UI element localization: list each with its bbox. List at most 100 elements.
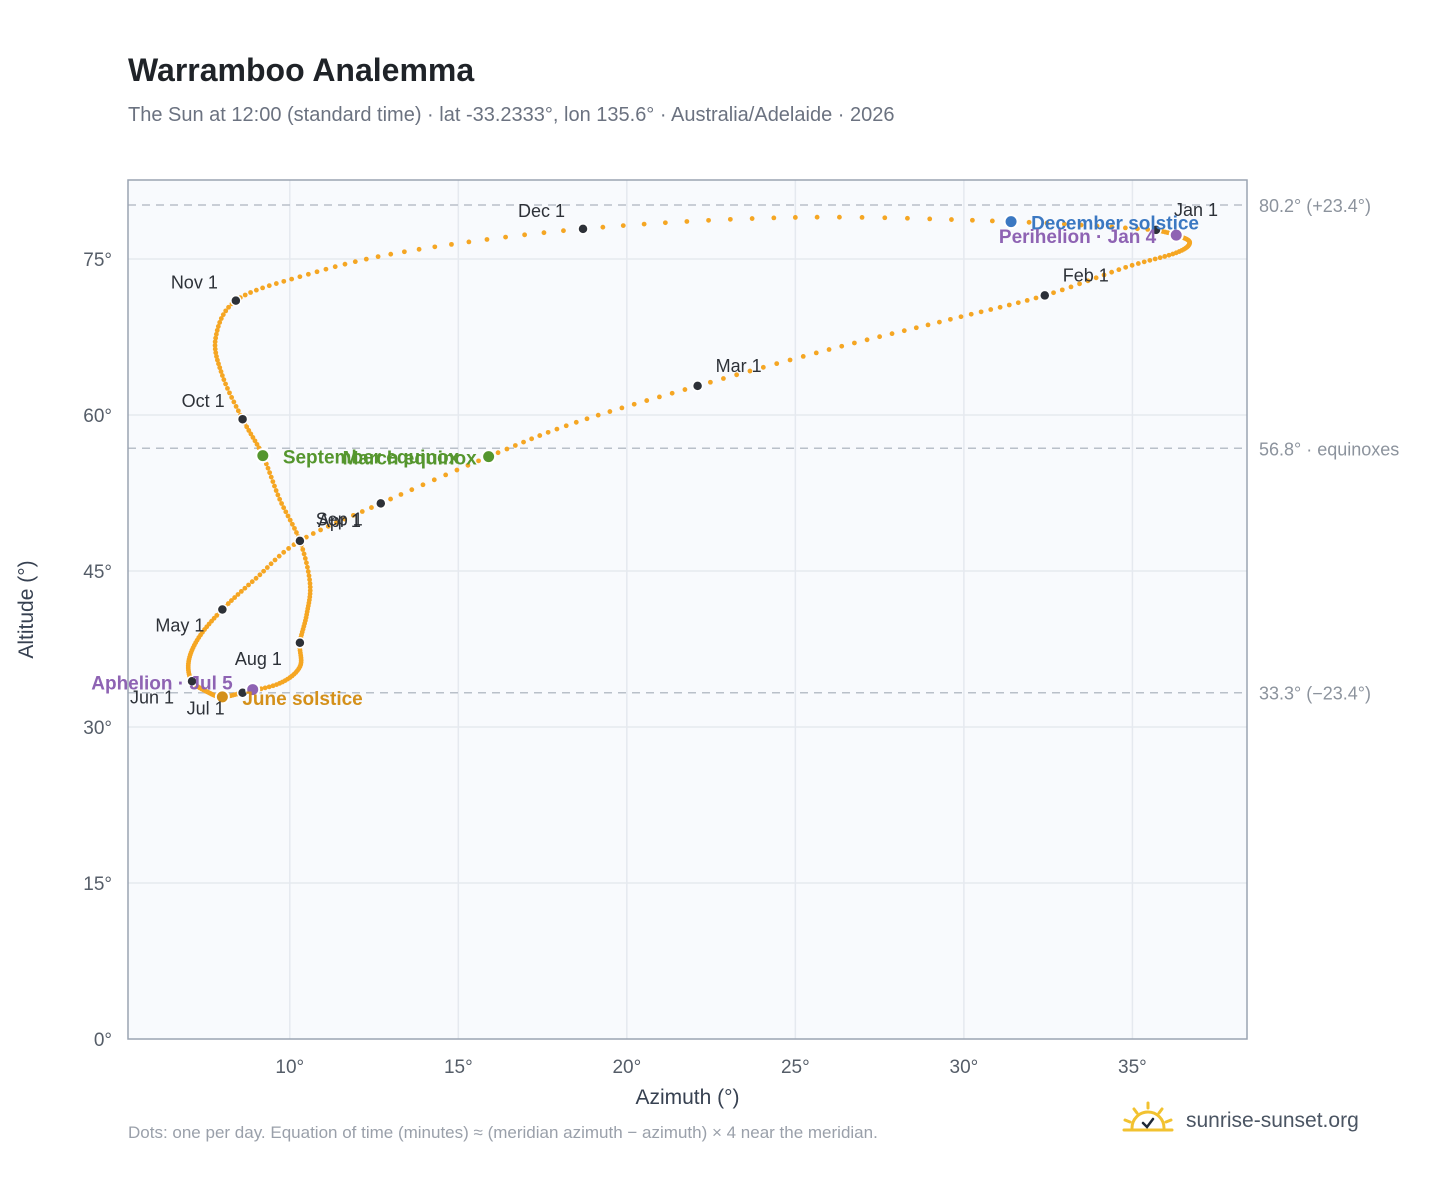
day-dot: [662, 220, 668, 226]
x-tick-label: 25°: [781, 1057, 810, 1078]
month-label: Dec 1: [518, 201, 565, 221]
day-dot: [1147, 257, 1153, 263]
day-dot: [988, 307, 994, 312]
day-dot: [997, 304, 1003, 310]
day-dot: [218, 369, 224, 374]
day-dot: [1152, 256, 1158, 262]
day-dot: [223, 381, 228, 387]
day-dot: [218, 316, 224, 321]
day-dot: [431, 477, 437, 483]
day-dot: [978, 309, 984, 315]
day-dot: [388, 496, 393, 502]
day-dot: [359, 509, 365, 514]
day-dot: [947, 316, 953, 322]
day-dot: [684, 219, 690, 224]
month-marker: [186, 675, 198, 688]
month-marker: [294, 535, 306, 547]
day-dot: [226, 304, 231, 310]
day-dot: [310, 531, 316, 536]
day-dot: [225, 601, 231, 606]
day-dot: [800, 353, 806, 359]
day-dot: [307, 581, 313, 586]
plot-frame: [127, 179, 1248, 1040]
plot-area: [128, 180, 1247, 1039]
day-dot: [619, 405, 625, 411]
day-dot: [260, 285, 266, 291]
day-dot: [270, 479, 276, 484]
day-dot: [749, 216, 755, 221]
day-dot: [584, 416, 590, 422]
day-dot: [301, 551, 307, 557]
day-dot: [213, 335, 219, 341]
month-label: Apr 1: [318, 511, 361, 531]
day-dot: [250, 434, 256, 440]
day-dot: [350, 512, 356, 518]
event-marker: [255, 448, 271, 464]
day-dot: [1109, 269, 1115, 275]
month-marker: [1150, 224, 1162, 236]
day-dot: [307, 588, 313, 593]
day-dot: [409, 487, 415, 493]
day-dot: [285, 513, 291, 519]
day-dot: [388, 251, 394, 257]
day-dot: [771, 215, 777, 221]
month-marker: [1039, 289, 1051, 302]
day-dot: [774, 361, 780, 367]
day-dot: [927, 216, 933, 222]
day-dot: [273, 488, 279, 493]
day-dot: [1068, 284, 1074, 290]
day-dot: [242, 292, 248, 298]
day-dot: [522, 232, 528, 238]
day-dot: [304, 560, 309, 566]
event-marker: [245, 682, 261, 698]
event-label: September equinox: [283, 448, 460, 469]
day-dot: [484, 237, 490, 242]
reference-label: 56.8° · equinoxes: [1259, 439, 1399, 459]
day-dot: [554, 426, 560, 432]
day-dot: [669, 390, 675, 396]
x-tick-label: 10°: [275, 1057, 304, 1078]
day-dot: [1033, 295, 1039, 301]
day-dot: [495, 450, 501, 456]
day-dot: [246, 428, 252, 433]
brand-name: sunrise-sunset.org: [1186, 1108, 1359, 1132]
day-dot: [277, 496, 283, 502]
day-dot: [300, 547, 306, 552]
day-dot: [1162, 254, 1168, 259]
day-dot: [253, 287, 259, 293]
day-dot: [262, 685, 268, 691]
day-dot: [305, 271, 311, 277]
day-dot: [905, 215, 910, 221]
x-tick-label: 20°: [612, 1057, 641, 1078]
day-dot: [249, 579, 255, 585]
day-dot: [454, 467, 460, 473]
day-dot: [721, 376, 726, 381]
day-dot: [563, 423, 569, 429]
day-dot: [257, 572, 263, 578]
month-label: Nov 1: [171, 273, 218, 293]
day-dot: [238, 588, 244, 594]
day-dot: [1170, 251, 1176, 257]
y-tick-label: 75°: [83, 250, 112, 271]
day-dot: [266, 684, 272, 690]
brand[interactable]: sunrise-sunset.org: [1120, 1100, 1359, 1141]
day-dot: [281, 278, 287, 284]
day-dot: [707, 379, 713, 385]
day-dot: [363, 256, 369, 262]
day-dot: [352, 259, 358, 265]
day-dot: [303, 534, 309, 540]
day-dot: [225, 385, 230, 391]
day-dot: [561, 228, 566, 234]
day-dot: [272, 557, 278, 563]
day-dot: [242, 585, 248, 591]
day-dot: [307, 584, 313, 590]
day-dot: [521, 439, 526, 445]
month-marker: [375, 497, 387, 510]
day-dot: [476, 458, 481, 464]
day-dot: [1024, 297, 1030, 303]
y-axis-label: Altitude (°): [15, 560, 38, 658]
day-dot: [1077, 281, 1082, 287]
sun-logo-icon: [1120, 1100, 1176, 1141]
day-dot: [1094, 223, 1100, 229]
day-dot: [306, 573, 312, 579]
